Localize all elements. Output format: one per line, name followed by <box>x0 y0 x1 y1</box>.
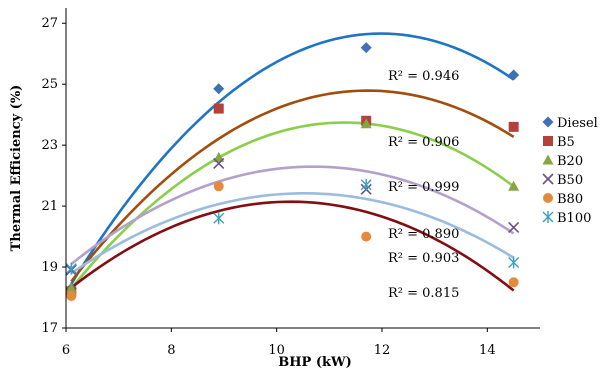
data-point-b5 <box>508 121 519 132</box>
x-tick-label: 6 <box>62 343 70 358</box>
r-squared-label: R² = 0.999 <box>388 180 459 195</box>
trendline-diesel <box>70 32 515 285</box>
triangle-icon <box>213 151 225 162</box>
data-point-diesel <box>213 83 225 95</box>
data-point-b100 <box>360 178 372 191</box>
y-tick-label: 23 <box>41 138 58 153</box>
data-point-b50 <box>508 221 520 233</box>
y-tick-label: 25 <box>41 77 58 92</box>
r-squared-label: R² = 0.903 <box>388 251 459 266</box>
legend-marker-diesel <box>542 116 554 128</box>
circle-icon <box>543 193 553 203</box>
r-squared-label: R² = 0.815 <box>388 286 459 301</box>
legend-marker-b50 <box>542 173 554 185</box>
r-squared-label: R² = 0.946 <box>388 69 459 84</box>
y-tick-label: 21 <box>41 199 58 214</box>
circle-icon <box>213 181 224 192</box>
diamond-icon <box>360 42 372 54</box>
x-mark-icon <box>542 173 554 185</box>
legend: Diesel B5 B20 B50 B80 B100 <box>542 116 598 226</box>
circle-icon <box>361 231 372 242</box>
x-axis-title: BHP (kW) <box>278 355 351 370</box>
data-point-diesel <box>508 69 520 81</box>
r-squared-labels: R² = 0.946 R² = 0.906 R² = 0.999 R² = 0.890… <box>388 69 459 301</box>
triangle-icon <box>360 118 372 129</box>
legend-label: B50 <box>557 173 583 188</box>
square-icon <box>213 103 224 114</box>
legend-label: B5 <box>557 135 575 150</box>
diamond-icon <box>542 116 554 128</box>
diamond-icon <box>508 69 520 81</box>
legend-marker-b100 <box>542 211 554 223</box>
legend-label: B20 <box>557 154 583 169</box>
trendline-b100 <box>70 192 515 275</box>
trendline-b80 <box>70 200 515 292</box>
y-tick-label: 27 <box>41 16 58 31</box>
y-tick-label: 17 <box>41 321 58 336</box>
legend-marker-b5 <box>543 136 553 146</box>
asterisk-icon <box>542 211 554 223</box>
square-icon <box>543 136 553 146</box>
x-tick-label: 8 <box>167 343 175 358</box>
data-point-b50 <box>213 157 225 169</box>
data-point-b5 <box>213 103 224 114</box>
legend-label: B80 <box>557 192 583 207</box>
asterisk-icon <box>65 262 77 275</box>
data-point-b100 <box>65 262 77 275</box>
asterisk-icon <box>360 178 372 191</box>
data-point-b100 <box>508 256 520 269</box>
data-point-b20 <box>65 282 77 293</box>
x-mark-icon <box>213 157 225 169</box>
x-tick-label: 10 <box>268 343 285 358</box>
x-tick-label: 12 <box>374 343 391 358</box>
trendline-b5 <box>70 89 515 283</box>
legend-label: Diesel <box>557 116 598 131</box>
plot-area <box>65 32 520 301</box>
triangle-icon <box>65 282 77 293</box>
data-point-b20 <box>508 180 520 191</box>
legend-marker-b80 <box>543 193 553 203</box>
axes: 17 19 21 23 25 27 6 8 10 12 14 <box>41 8 540 358</box>
square-icon <box>508 121 519 132</box>
data-point-b80 <box>508 277 519 288</box>
trendline-b20 <box>70 121 515 290</box>
triangle-icon <box>542 154 554 165</box>
r-squared-label: R² = 0.890 <box>388 227 459 242</box>
triangle-icon <box>508 180 520 191</box>
data-point-b80 <box>361 231 372 242</box>
data-point-b80 <box>213 181 224 192</box>
data-point-b80 <box>66 291 77 301</box>
x-mark-icon <box>508 221 520 233</box>
y-axis-title: Thermal Efficiency (%) <box>9 85 24 252</box>
trendline-b50 <box>70 165 515 266</box>
legend-marker-b20 <box>542 154 554 165</box>
data-point-b20 <box>213 151 225 162</box>
legend-label: B100 <box>557 211 591 226</box>
data-point-diesel <box>360 42 372 54</box>
circle-icon <box>508 277 519 288</box>
circle-icon <box>66 291 77 301</box>
r-squared-label: R² = 0.906 <box>388 135 459 150</box>
x-tick-label: 14 <box>479 343 496 358</box>
y-tick-label: 19 <box>41 260 58 275</box>
asterisk-icon <box>508 256 520 269</box>
data-point-b100 <box>213 212 225 225</box>
data-point-b20 <box>360 118 372 129</box>
diamond-icon <box>213 83 225 95</box>
asterisk-icon <box>213 212 225 225</box>
